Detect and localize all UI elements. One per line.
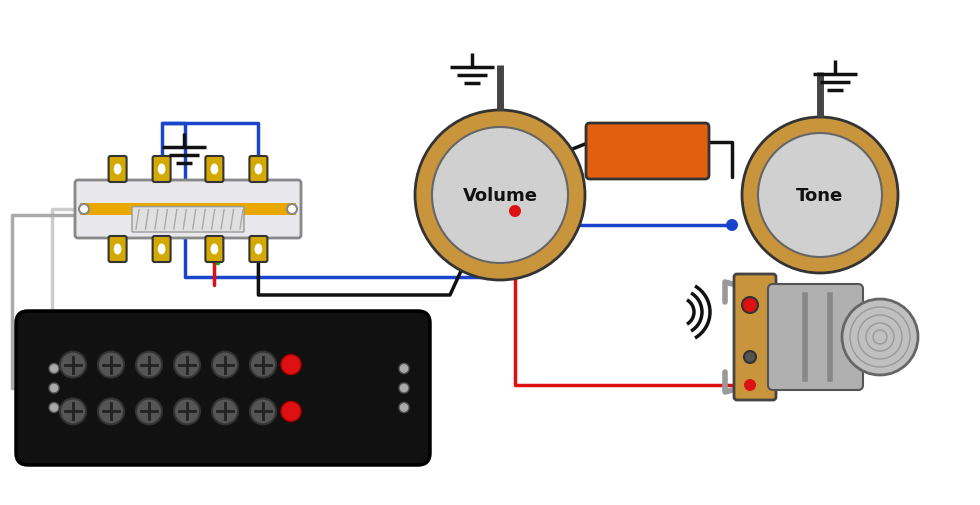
- Circle shape: [742, 118, 898, 274]
- Circle shape: [174, 352, 200, 378]
- FancyBboxPatch shape: [734, 274, 776, 400]
- Circle shape: [399, 364, 409, 374]
- Circle shape: [842, 299, 918, 375]
- FancyBboxPatch shape: [153, 157, 171, 183]
- Circle shape: [49, 364, 59, 374]
- Circle shape: [744, 351, 756, 363]
- FancyBboxPatch shape: [16, 312, 430, 465]
- FancyBboxPatch shape: [249, 157, 268, 183]
- Circle shape: [250, 352, 276, 378]
- Ellipse shape: [211, 164, 219, 175]
- Circle shape: [60, 398, 86, 425]
- Circle shape: [98, 352, 124, 378]
- FancyBboxPatch shape: [153, 236, 171, 263]
- FancyBboxPatch shape: [132, 207, 244, 232]
- Bar: [80, 204, 296, 216]
- Ellipse shape: [255, 244, 263, 255]
- FancyBboxPatch shape: [206, 157, 223, 183]
- Circle shape: [281, 355, 301, 375]
- Circle shape: [415, 111, 585, 280]
- Circle shape: [212, 352, 238, 378]
- Circle shape: [79, 205, 89, 215]
- Circle shape: [174, 398, 200, 425]
- Circle shape: [509, 206, 521, 218]
- Circle shape: [399, 383, 409, 393]
- FancyBboxPatch shape: [109, 157, 126, 183]
- Text: Volume: Volume: [463, 187, 537, 205]
- Circle shape: [250, 398, 276, 425]
- Circle shape: [432, 128, 568, 264]
- Ellipse shape: [211, 244, 219, 255]
- Circle shape: [136, 352, 162, 378]
- FancyBboxPatch shape: [586, 124, 709, 180]
- FancyBboxPatch shape: [109, 236, 126, 263]
- Circle shape: [744, 379, 756, 391]
- FancyBboxPatch shape: [386, 352, 422, 425]
- Ellipse shape: [158, 164, 166, 175]
- Ellipse shape: [255, 164, 263, 175]
- FancyBboxPatch shape: [249, 236, 268, 263]
- FancyBboxPatch shape: [36, 352, 72, 425]
- FancyBboxPatch shape: [75, 181, 301, 238]
- Ellipse shape: [158, 244, 166, 255]
- Circle shape: [287, 205, 297, 215]
- FancyBboxPatch shape: [768, 284, 863, 390]
- Circle shape: [726, 220, 738, 231]
- Circle shape: [49, 383, 59, 393]
- Text: Tone: Tone: [797, 187, 844, 205]
- Circle shape: [212, 398, 238, 425]
- Circle shape: [281, 401, 301, 422]
- Circle shape: [49, 402, 59, 413]
- Ellipse shape: [114, 244, 122, 255]
- Circle shape: [758, 134, 882, 258]
- FancyBboxPatch shape: [206, 236, 223, 263]
- Circle shape: [60, 352, 86, 378]
- Circle shape: [136, 398, 162, 425]
- Circle shape: [742, 297, 758, 314]
- Circle shape: [399, 402, 409, 413]
- Circle shape: [98, 398, 124, 425]
- Ellipse shape: [114, 164, 122, 175]
